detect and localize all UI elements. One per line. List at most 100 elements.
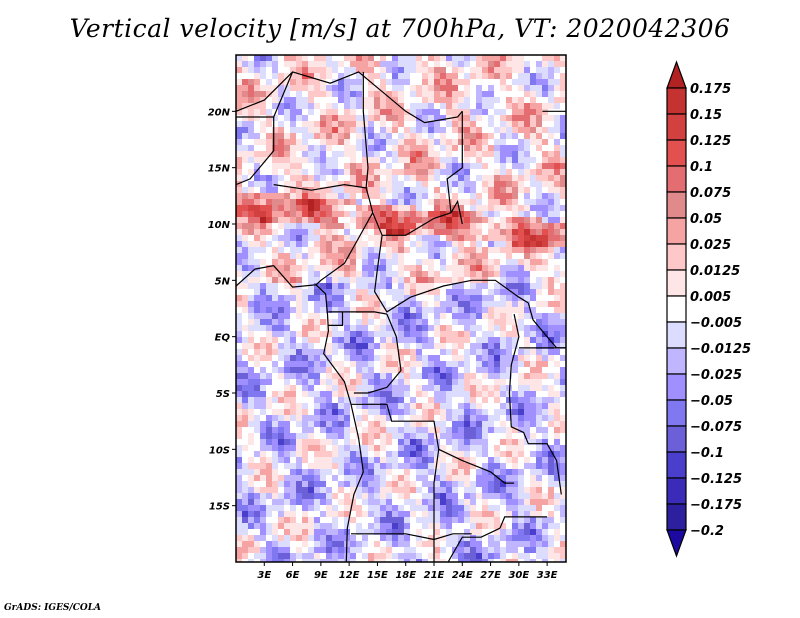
field-cell xyxy=(326,151,332,157)
field-cell xyxy=(410,121,416,127)
field-cell xyxy=(428,85,434,91)
field-cell xyxy=(560,205,566,211)
field-cell xyxy=(374,133,380,139)
field-cell xyxy=(260,181,266,187)
field-cell xyxy=(482,385,488,391)
field-cell xyxy=(266,361,272,367)
field-cell xyxy=(476,55,482,61)
field-cell xyxy=(350,367,356,373)
field-cell xyxy=(398,385,404,391)
field-cell xyxy=(512,211,518,217)
field-cell xyxy=(386,403,392,409)
field-cell xyxy=(536,187,542,193)
field-cell xyxy=(248,85,254,91)
field-cell xyxy=(326,169,332,175)
field-cell xyxy=(464,433,470,439)
field-cell xyxy=(410,133,416,139)
field-cell xyxy=(434,247,440,253)
field-cell xyxy=(482,151,488,157)
field-cell xyxy=(542,427,548,433)
field-cell xyxy=(410,61,416,67)
field-cell xyxy=(560,445,566,451)
field-cell xyxy=(320,481,326,487)
field-cell xyxy=(254,367,260,373)
field-cell xyxy=(254,307,260,313)
field-cell xyxy=(368,151,374,157)
colorbar-level-label: 0.15 xyxy=(690,108,722,123)
field-cell xyxy=(464,385,470,391)
field-cell xyxy=(284,331,290,337)
field-cell xyxy=(554,361,560,367)
field-cell xyxy=(494,277,500,283)
field-cell xyxy=(266,181,272,187)
field-cell xyxy=(518,283,524,289)
field-cell xyxy=(560,403,566,409)
field-cell xyxy=(470,67,476,73)
field-cell xyxy=(320,217,326,223)
field-cell xyxy=(278,373,284,379)
field-cell xyxy=(500,439,506,445)
field-cell xyxy=(272,199,278,205)
field-cell xyxy=(428,157,434,163)
field-cell xyxy=(530,127,536,133)
field-cell xyxy=(272,325,278,331)
field-cell xyxy=(524,319,530,325)
field-cell xyxy=(314,529,320,535)
colorbar-level-label: −0.005 xyxy=(690,316,742,331)
field-cell xyxy=(374,385,380,391)
field-cell xyxy=(266,103,272,109)
field-cell xyxy=(422,493,428,499)
field-cell xyxy=(374,463,380,469)
field-cell xyxy=(380,97,386,103)
field-cell xyxy=(482,289,488,295)
field-cell xyxy=(254,103,260,109)
field-cell xyxy=(464,283,470,289)
field-cell xyxy=(338,499,344,505)
field-cell xyxy=(266,115,272,121)
field-cell xyxy=(272,301,278,307)
field-cell xyxy=(266,427,272,433)
field-cell xyxy=(434,529,440,535)
field-cell xyxy=(476,349,482,355)
field-cell xyxy=(452,97,458,103)
field-cell xyxy=(524,55,530,61)
field-cell xyxy=(260,421,266,427)
field-cell xyxy=(326,385,332,391)
field-cell xyxy=(248,79,254,85)
field-cell xyxy=(494,139,500,145)
field-cell xyxy=(548,265,554,271)
field-cell xyxy=(248,319,254,325)
field-cell xyxy=(518,109,524,115)
field-cell xyxy=(290,139,296,145)
field-cell xyxy=(284,367,290,373)
field-cell xyxy=(530,205,536,211)
field-cell xyxy=(536,451,542,457)
field-cell xyxy=(398,217,404,223)
field-cell xyxy=(350,289,356,295)
field-cell xyxy=(362,169,368,175)
field-cell xyxy=(440,169,446,175)
field-cell xyxy=(446,403,452,409)
field-cell xyxy=(326,163,332,169)
field-cell xyxy=(386,73,392,79)
field-cell xyxy=(278,157,284,163)
field-cell xyxy=(320,199,326,205)
field-cell xyxy=(320,391,326,397)
field-cell xyxy=(260,499,266,505)
field-cell xyxy=(290,289,296,295)
field-cell xyxy=(308,481,314,487)
field-cell xyxy=(440,187,446,193)
field-cell xyxy=(302,169,308,175)
field-cell xyxy=(236,217,242,223)
field-cell xyxy=(434,151,440,157)
field-cell xyxy=(392,307,398,313)
field-cell xyxy=(542,487,548,493)
field-cell xyxy=(380,199,386,205)
field-cell xyxy=(266,259,272,265)
field-cell xyxy=(386,283,392,289)
field-cell xyxy=(404,235,410,241)
field-cell xyxy=(416,487,422,493)
border-line xyxy=(328,311,344,326)
field-cell xyxy=(308,223,314,229)
field-cell xyxy=(482,211,488,217)
